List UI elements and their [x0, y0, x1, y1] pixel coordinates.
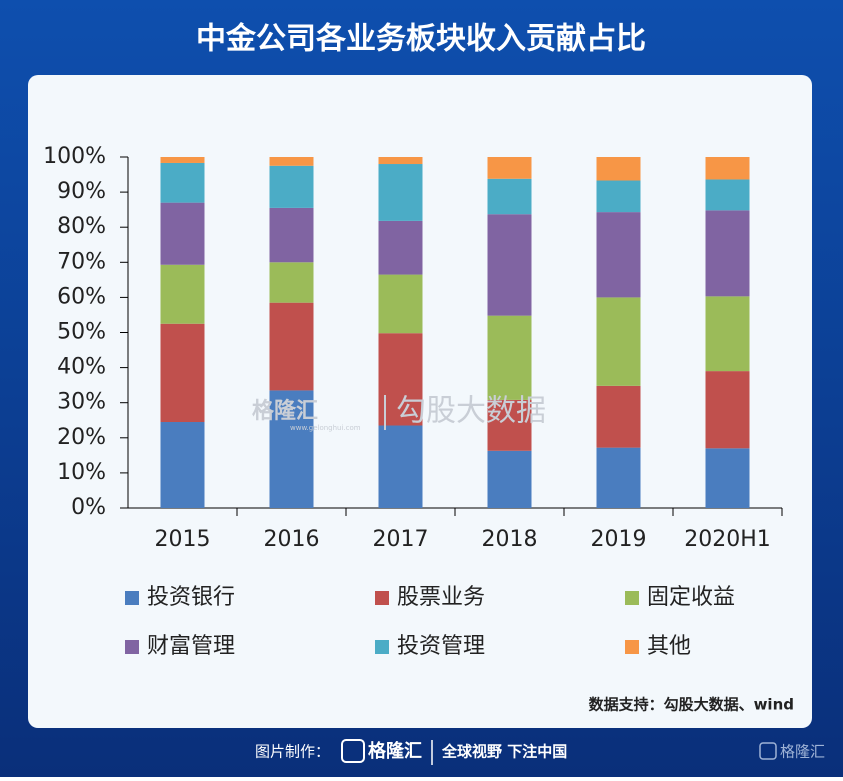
legend-label: 财富管理 [147, 634, 235, 659]
bar-segment [705, 448, 750, 508]
bar-segment [596, 212, 641, 298]
x-tick-label: 2015 [155, 527, 211, 552]
x-tick-label: 2020H1 [684, 527, 771, 552]
legend-label: 投资银行 [147, 585, 235, 610]
bar-segment [596, 157, 641, 181]
y-tick-label: 80% [57, 214, 106, 239]
bar-segment [705, 210, 750, 297]
bar-segment [269, 390, 314, 508]
legend-label: 投资管理 [397, 634, 485, 659]
bar-segment [160, 202, 205, 265]
bar-segment [269, 157, 314, 166]
bar-segment [487, 315, 532, 400]
y-tick-label: 20% [57, 425, 106, 450]
bar-segment [160, 264, 205, 324]
legend-swatch [125, 591, 139, 605]
legend-swatch [625, 591, 639, 605]
source: 数据支持：勾股大数据、wind [589, 696, 794, 714]
bar-segment [596, 447, 641, 508]
bar-segment [487, 178, 532, 215]
corner-logo: 格隆汇 [780, 743, 825, 761]
footer-logo: 格隆汇 [368, 740, 422, 762]
x-tick-label: 2019 [591, 527, 647, 552]
x-tick-label: 2017 [373, 527, 429, 552]
bar-segment [487, 399, 532, 451]
legend-swatch [375, 591, 389, 605]
y-tick-label: 10% [57, 460, 106, 485]
y-tick-label: 90% [57, 179, 106, 204]
bar-segment [378, 157, 423, 165]
legend-label: 其他 [647, 634, 691, 659]
bar-segment [160, 162, 205, 203]
bar-segment [705, 371, 750, 449]
legend-swatch [625, 640, 639, 654]
bar-segment [596, 297, 641, 386]
y-tick-label: 100% [43, 144, 106, 169]
bar-segment [705, 179, 750, 211]
bar-segment [160, 323, 205, 423]
y-tick-label: 50% [57, 320, 106, 345]
bar-segment [487, 214, 532, 316]
plot: 0% 10% 20% 30% 40% 50% 60% 70% 80% 90% 100% 2015 201… [43, 144, 783, 659]
bar-segment [487, 450, 532, 508]
bar-segment [705, 157, 750, 180]
watermark-site: www.gelonghui.com [290, 424, 361, 432]
footer-logo-icon [341, 739, 365, 763]
watermark-text: 勾股大数据 [396, 394, 546, 429]
corner-logo-icon [759, 742, 777, 760]
y-tick-label: 30% [57, 390, 106, 415]
watermark-logo: 格隆汇 [252, 398, 318, 424]
y-tick-label: 40% [57, 355, 106, 380]
legend-swatch [375, 640, 389, 654]
bar-segment [160, 157, 205, 163]
bar-segment [378, 220, 423, 275]
footer-credit: 图片制作： [255, 743, 330, 761]
bar-segment [487, 157, 532, 179]
bar-segment [269, 302, 314, 391]
y-tick-label: 60% [57, 284, 106, 309]
bar-segment [269, 207, 314, 263]
legend-label: 股票业务 [397, 585, 485, 610]
bar-segment [160, 422, 205, 508]
bar-segment [269, 262, 314, 303]
x-tick-label: 2016 [264, 527, 320, 552]
bar-segment [378, 425, 423, 508]
footer-slogan: 全球视野 下注中国 [441, 743, 567, 761]
y-tick-label: 70% [57, 249, 106, 274]
bar-segment [378, 164, 423, 221]
bar-segment [596, 385, 641, 448]
x-tick-label: 2018 [482, 527, 538, 552]
chart-title: 中金公司各业务板块收入贡献占比 [196, 22, 646, 57]
bar-segment [596, 180, 641, 213]
legend-label: 固定收益 [647, 585, 735, 610]
bar-segment [269, 165, 314, 208]
legend-swatch [125, 640, 139, 654]
bar-segment [705, 296, 750, 372]
bar-segment [378, 274, 423, 334]
y-tick-label: 0% [71, 495, 106, 520]
